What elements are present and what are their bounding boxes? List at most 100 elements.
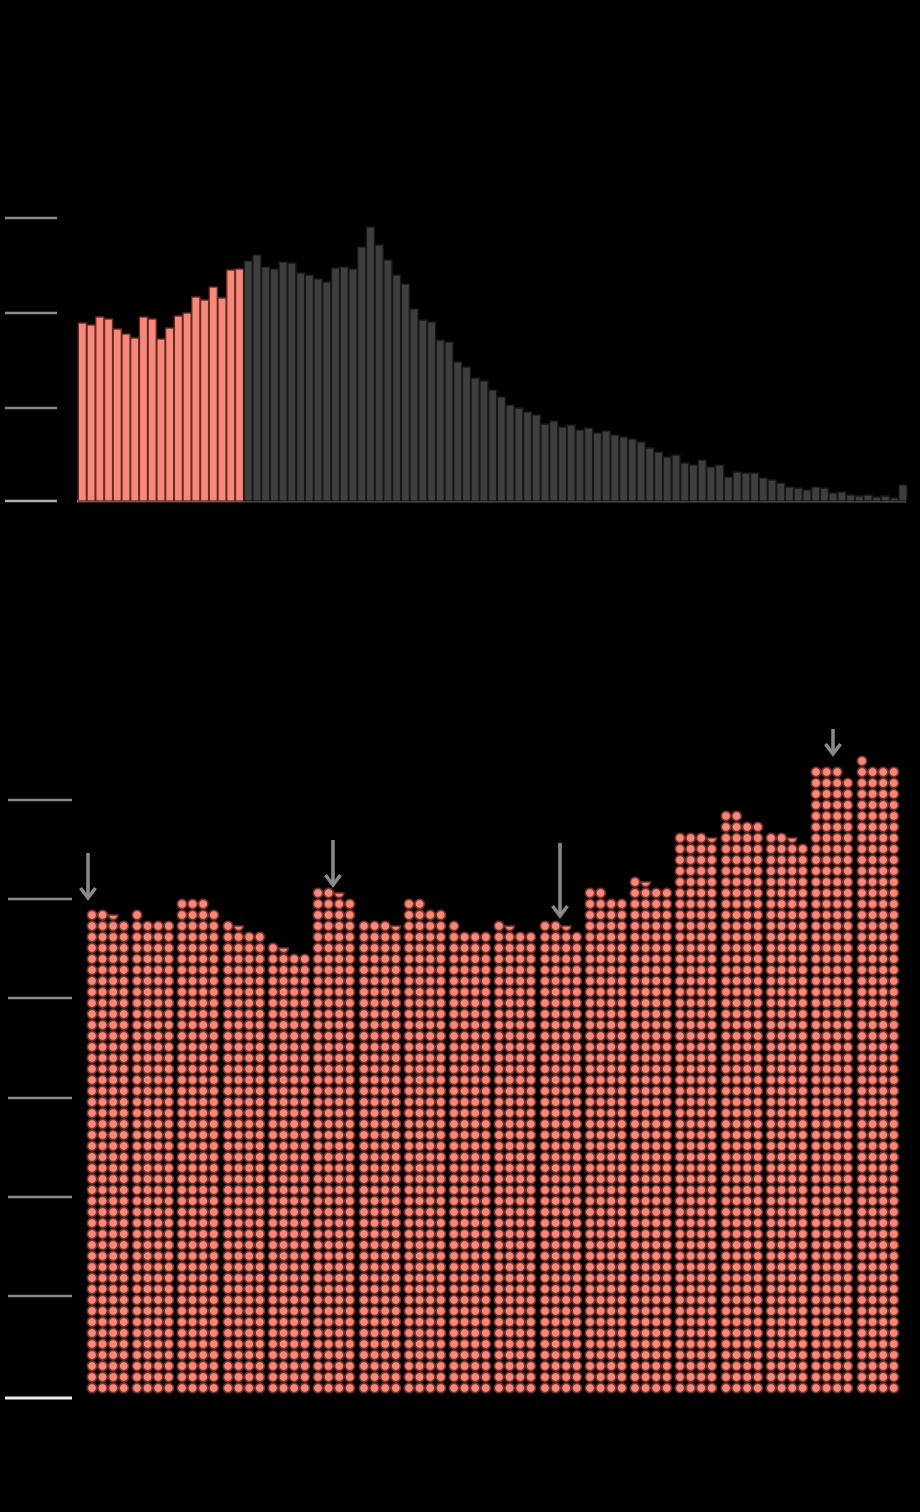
- dot: [797, 997, 809, 1009]
- dot: [344, 1129, 356, 1141]
- dot: [821, 931, 833, 943]
- dot: [86, 1294, 98, 1306]
- dot: [584, 887, 596, 899]
- dot: [514, 1316, 526, 1328]
- dot: [514, 1151, 526, 1163]
- dot: [539, 1349, 551, 1361]
- dot: [208, 1360, 220, 1372]
- dot: [459, 953, 471, 965]
- dot-column-group: [131, 909, 175, 1394]
- dot: [810, 942, 822, 954]
- dot: [797, 1184, 809, 1196]
- dot: [344, 1063, 356, 1075]
- dot: [765, 1107, 777, 1119]
- dot: [560, 1107, 572, 1119]
- dot: [424, 1239, 436, 1251]
- dot: [877, 1316, 889, 1328]
- dot: [867, 1074, 879, 1086]
- dot: [358, 942, 370, 954]
- dot: [810, 1316, 822, 1328]
- dot: [685, 1195, 697, 1207]
- dot: [595, 1239, 607, 1251]
- dot: [888, 909, 900, 921]
- dot: [720, 1063, 732, 1075]
- dot: [176, 1360, 188, 1372]
- histogram-bar: [522, 411, 533, 502]
- dot: [493, 1063, 505, 1075]
- dot: [243, 1294, 255, 1306]
- dot: [107, 1261, 119, 1273]
- dot: [810, 1173, 822, 1185]
- dot: [706, 920, 718, 932]
- dot: [504, 1371, 516, 1383]
- dot: [480, 1250, 492, 1262]
- dot: [222, 1074, 234, 1086]
- dot: [674, 1294, 686, 1306]
- dot: [720, 1019, 732, 1031]
- dot: [842, 843, 854, 855]
- dot: [842, 777, 854, 789]
- dot: [695, 1074, 707, 1086]
- dot: [222, 1360, 234, 1372]
- dot: [254, 986, 266, 998]
- dot: [539, 1096, 551, 1108]
- dot: [459, 1382, 471, 1394]
- dot: [288, 964, 300, 976]
- dot: [685, 953, 697, 965]
- dot: [312, 1052, 324, 1064]
- dot: [86, 920, 98, 932]
- dot: [810, 1294, 822, 1306]
- dot: [640, 1118, 652, 1130]
- dot: [797, 1118, 809, 1130]
- dot: [504, 1316, 516, 1328]
- dot: [379, 1360, 391, 1372]
- dot: [605, 1217, 617, 1229]
- dot: [550, 1129, 562, 1141]
- dot: [539, 1063, 551, 1075]
- dot: [197, 1184, 209, 1196]
- dot: [107, 942, 119, 954]
- dot: [888, 1349, 900, 1361]
- dot: [187, 1008, 199, 1020]
- dot: [208, 1030, 220, 1042]
- dot: [267, 1261, 279, 1273]
- dot: [752, 1140, 764, 1152]
- dot: [867, 1206, 879, 1218]
- dot: [821, 1041, 833, 1053]
- dot: [776, 920, 788, 932]
- dot: [208, 942, 220, 954]
- dot: [414, 1041, 426, 1053]
- dot: [312, 1371, 324, 1383]
- dot: [616, 1316, 628, 1328]
- dot: [695, 953, 707, 965]
- dot: [776, 1162, 788, 1174]
- dot: [616, 942, 628, 954]
- dot: [595, 1074, 607, 1086]
- dot: [86, 1228, 98, 1240]
- dot: [877, 865, 889, 877]
- dot: [323, 1162, 335, 1174]
- dot: [278, 1096, 290, 1108]
- dot: [86, 1008, 98, 1020]
- dot: [480, 1338, 492, 1350]
- dot: [752, 964, 764, 976]
- dot: [403, 1338, 415, 1350]
- dot: [176, 898, 188, 910]
- dot: [831, 766, 843, 778]
- dot: [131, 1140, 143, 1152]
- dot: [414, 1228, 426, 1240]
- dot: [550, 1052, 562, 1064]
- dot: [163, 1272, 175, 1284]
- dot: [403, 1129, 415, 1141]
- dot: [867, 1316, 879, 1328]
- dot: [786, 997, 798, 1009]
- dot: [765, 898, 777, 910]
- dot: [765, 1250, 777, 1262]
- dot: [435, 1019, 447, 1031]
- dot: [358, 1371, 370, 1383]
- dot: [650, 1360, 662, 1372]
- histogram-bar: [741, 472, 751, 502]
- dot: [842, 1239, 854, 1251]
- dot: [752, 1206, 764, 1218]
- dot: [550, 964, 562, 976]
